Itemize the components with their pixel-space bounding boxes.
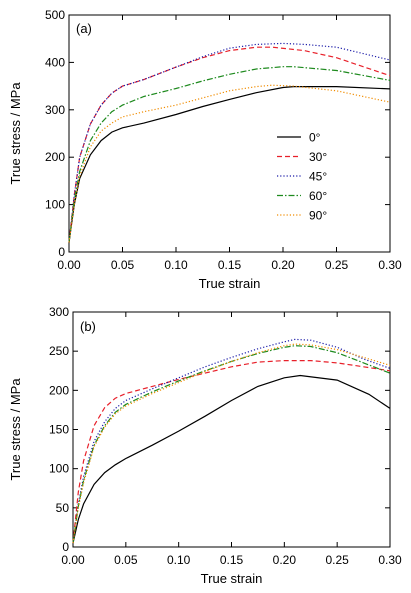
series-line <box>72 343 391 544</box>
series-line <box>72 345 391 544</box>
x-tick-label: 0.10 <box>167 553 191 567</box>
series-line <box>72 338 391 544</box>
series-line <box>68 86 391 243</box>
legend: 0° 30° 45° 60° 90° <box>277 131 327 223</box>
x-tick-label: 0.30 <box>378 553 402 567</box>
x-axis-title: True strain <box>199 276 261 291</box>
x-tick-label: 0.15 <box>220 553 244 567</box>
series-lines <box>72 338 391 544</box>
y-tick-label: 250 <box>49 344 69 358</box>
y-axis-title: True stress / MPa <box>8 82 23 185</box>
series-line <box>72 360 391 544</box>
legend-label: 0° <box>309 131 321 145</box>
axis-ticks: 0.00 0.05 0.10 0.15 0.20 0.25 0.30 0 100 200 300 40… <box>45 8 402 272</box>
y-axis-title: True stress / MPa <box>8 378 23 481</box>
y-tick-label: 200 <box>45 150 65 164</box>
y-tick-label: 300 <box>49 305 69 319</box>
panel-a: 0.00 0.05 0.10 0.15 0.20 0.25 0.30 0 100 200 300 40… <box>8 8 402 291</box>
y-tick-label: 300 <box>45 103 65 117</box>
axis-ticks: 0.00 0.05 0.10 0.15 0.20 0.25 0.30 0 50 100 150 200… <box>49 305 402 567</box>
y-tick-label: 100 <box>45 198 65 212</box>
series-line <box>72 374 391 544</box>
x-tick-label: 0.05 <box>111 258 135 272</box>
legend-label: 60° <box>309 189 327 203</box>
y-tick-label: 200 <box>49 383 69 397</box>
x-tick-label: 0.25 <box>325 258 349 272</box>
plot-frame <box>72 311 391 548</box>
y-tick-label: 150 <box>49 423 69 437</box>
y-tick-label: 400 <box>45 55 65 69</box>
series-line <box>68 66 391 243</box>
series-line <box>68 46 391 243</box>
legend-label: 45° <box>309 170 327 184</box>
series-line <box>68 84 391 243</box>
y-tick-label: 500 <box>45 8 65 22</box>
y-tick-label: 50 <box>56 501 70 515</box>
x-tick-label: 0.15 <box>218 258 242 272</box>
x-tick-label: 0.20 <box>271 258 295 272</box>
x-axis-title: True strain <box>201 571 263 586</box>
y-tick-label: 0 <box>62 540 69 554</box>
series-line <box>68 42 391 243</box>
legend-label: 90° <box>309 209 327 223</box>
y-tick-label: 100 <box>49 462 69 476</box>
x-tick-label: 0.10 <box>164 258 188 272</box>
x-tick-label: 0.25 <box>325 553 349 567</box>
x-tick-label: 0.00 <box>57 258 81 272</box>
panel-label: (b) <box>80 319 96 334</box>
x-tick-label: 0.30 <box>378 258 402 272</box>
series-lines <box>68 42 391 243</box>
x-tick-label: 0.00 <box>61 553 85 567</box>
legend-label: 30° <box>309 150 327 164</box>
x-tick-label: 0.05 <box>114 553 138 567</box>
panel-b: 0.00 0.05 0.10 0.15 0.20 0.25 0.30 0 50 100 150 200… <box>8 305 402 586</box>
panel-label: (a) <box>76 21 92 36</box>
y-tick-label: 0 <box>58 245 65 259</box>
x-tick-label: 0.20 <box>273 553 297 567</box>
